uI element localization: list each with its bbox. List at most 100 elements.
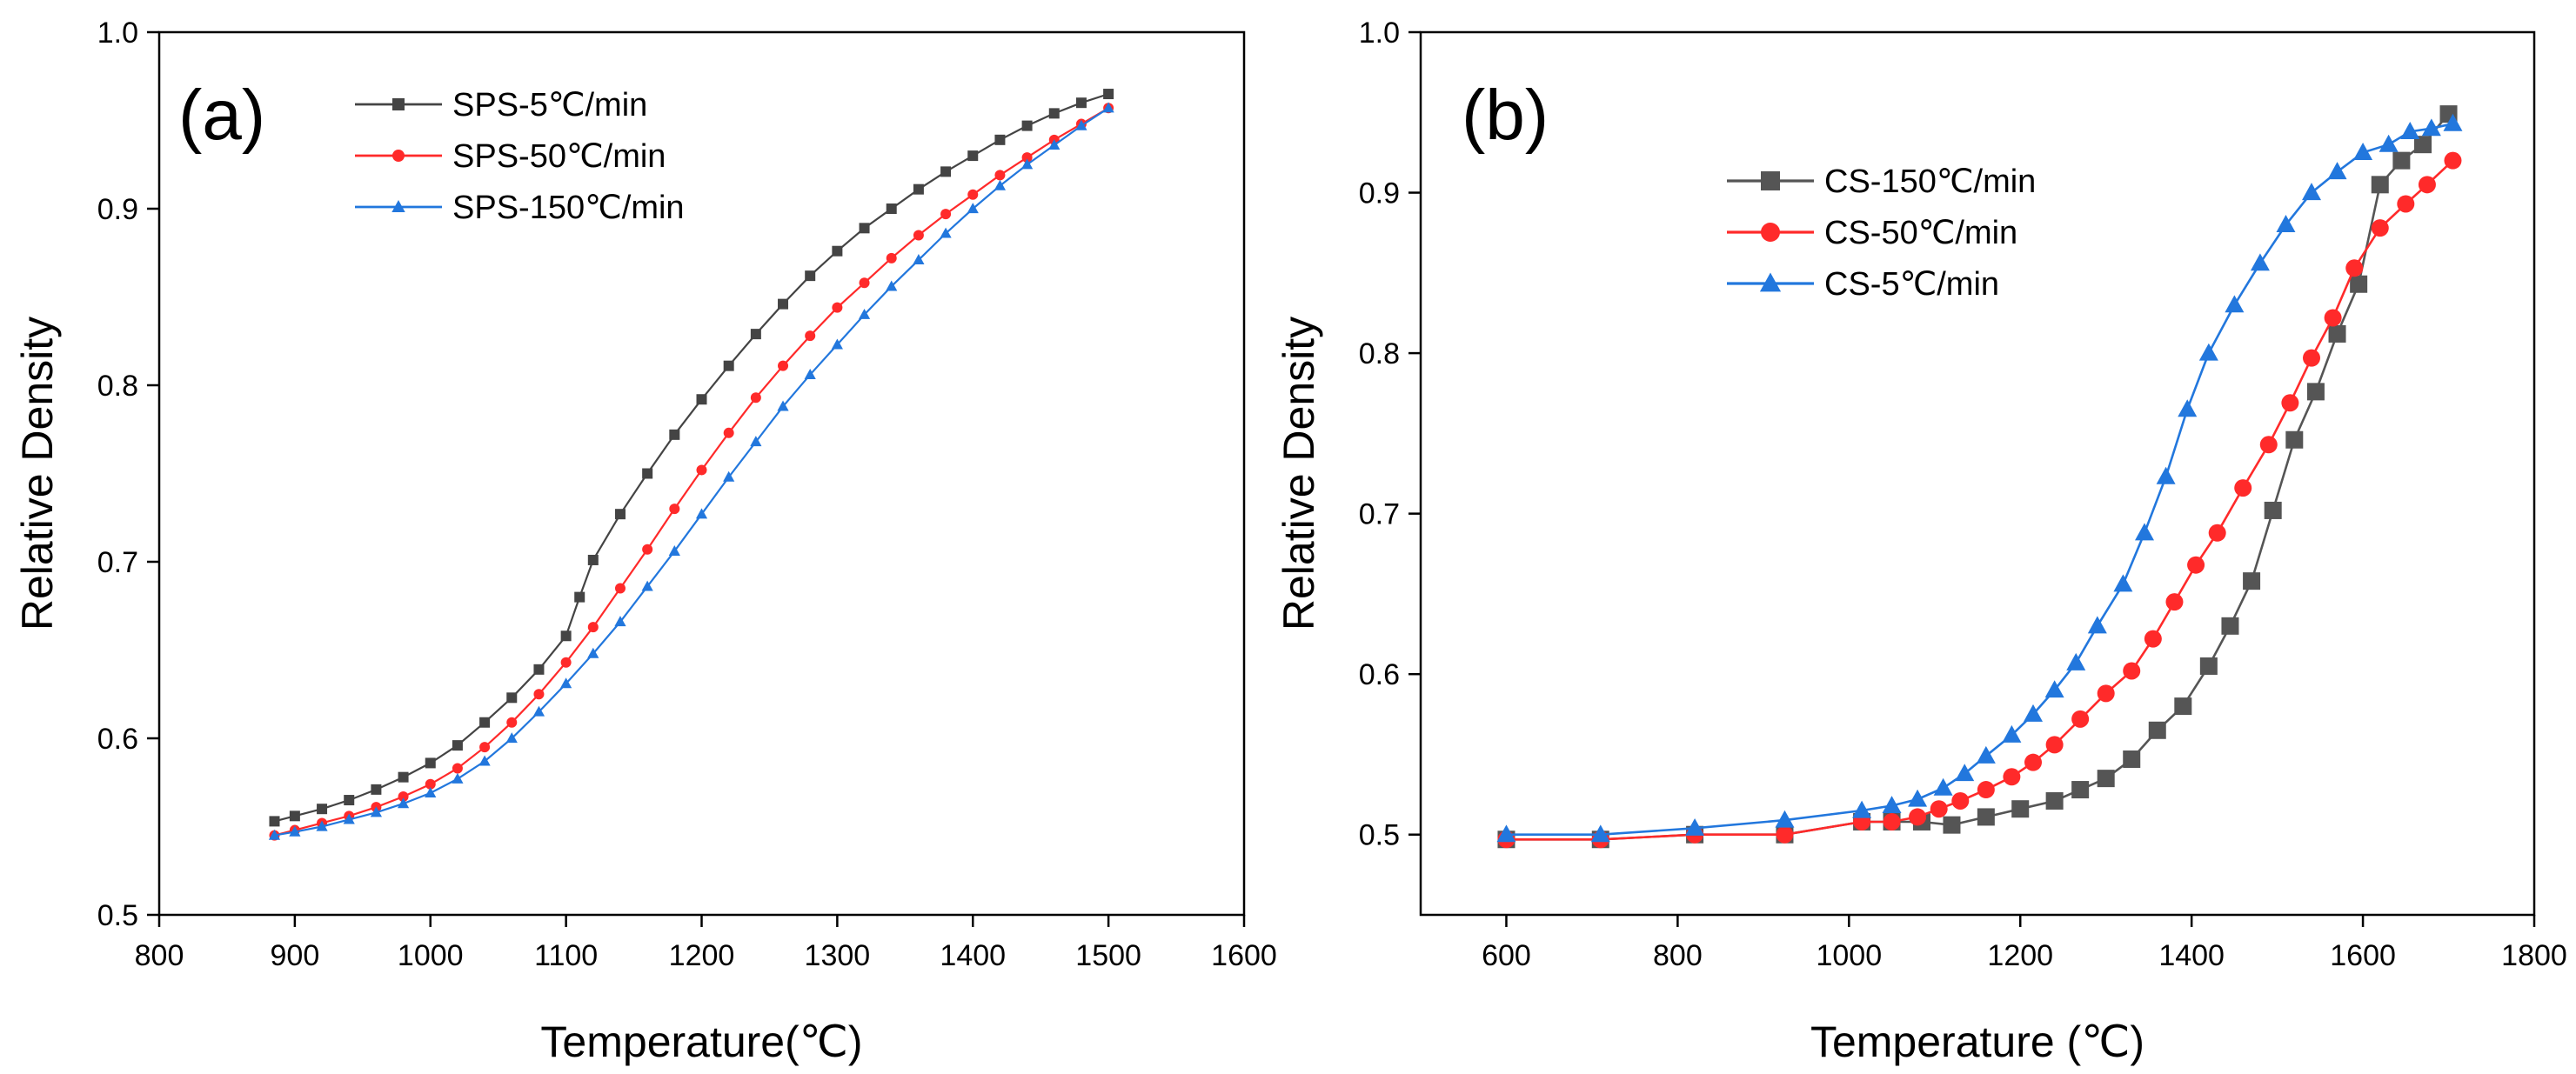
legend-entry: SPS-5℃/min [452,87,647,123]
data-point [1103,89,1114,100]
data-point [398,771,409,783]
x-axis-title: Temperature (℃) [1810,1017,2144,1066]
data-point [2303,349,2320,367]
legend-entry: CS-5℃/min [1824,266,1999,303]
x-tick-label: 1000 [1816,939,1882,972]
series-line [274,107,1109,837]
legend-entry: CS-150℃/min [1824,163,2036,200]
data-point [2379,134,2399,152]
x-tick-label: 1400 [940,939,1006,972]
data-point [2045,736,2064,754]
data-point [2113,574,2133,592]
data-point [994,170,1006,181]
data-point [614,583,626,594]
data-point [425,757,436,769]
series-line [1506,159,2454,841]
data-point [614,509,626,520]
data-point [2250,253,2270,271]
data-point [994,179,1007,190]
data-point [778,360,789,371]
data-point [777,400,789,411]
legend-marker [1759,272,1782,292]
data-point [1955,764,1975,782]
data-point [2225,295,2245,313]
data-point [994,134,1006,145]
data-point [2178,399,2198,417]
data-point [2302,183,2321,201]
data-point [268,829,281,840]
data-point [1943,816,1961,834]
data-point [425,778,436,790]
y-tick-label: 0.7 [97,546,138,579]
x-tick-label: 1400 [2158,939,2225,972]
data-point [1883,812,1901,831]
data-point [1021,158,1034,170]
x-axis-title: Temperature(℃) [540,1017,862,1066]
x-tick-label: 1000 [398,939,464,972]
series-b-2 [1496,113,2463,843]
data-point [425,787,437,798]
data-point [2144,630,2162,648]
data-point [2328,324,2346,343]
data-point [2414,136,2432,154]
legend-marker [392,98,405,110]
data-point [574,591,585,603]
data-point [778,298,789,310]
legend-marker [1761,223,1780,242]
data-point [2353,143,2373,160]
data-point [452,772,464,784]
data-point [668,544,680,556]
data-point [2071,781,2090,799]
data-point [1976,745,1996,764]
legend-marker [1761,171,1780,190]
x-tick-label: 900 [271,939,320,972]
data-point [479,717,491,728]
y-tick-label: 1.0 [97,17,138,50]
data-point [723,470,735,482]
x-tick-label: 600 [1482,939,1531,972]
data-point [1909,808,1927,826]
data-point [669,504,680,515]
data-point [316,820,328,831]
data-point [1048,108,1060,119]
y-tick-label: 0.6 [97,723,138,756]
data-point [2148,721,2166,739]
data-point [913,183,924,195]
y-tick-label: 0.8 [1359,337,1400,370]
data-point [2243,572,2261,590]
data-point [913,254,925,264]
data-point [1933,777,1953,796]
data-point [886,252,897,263]
data-point [2187,556,2205,574]
data-point [1908,789,1928,807]
data-point [533,664,545,675]
data-point [695,508,708,519]
data-point [2306,383,2325,401]
data-point [1775,810,1795,828]
x-tick-label: 800 [1653,939,1703,972]
data-point [750,329,761,340]
legend-marker [392,150,405,162]
data-point [2087,616,2107,634]
data-point [913,230,924,241]
data-point [2156,466,2176,484]
data-point [696,464,707,476]
data-point [479,742,491,753]
data-point [2208,524,2226,542]
data-point [1075,97,1087,109]
data-point [269,816,280,827]
data-point [1930,800,1948,818]
y-tick-label: 1.0 [1359,17,1400,50]
data-point [2444,151,2462,170]
data-point [859,223,870,234]
data-point [2123,662,2141,680]
data-point [805,270,816,282]
data-point [859,277,870,289]
data-point [940,209,952,220]
panel-label: (b) [1462,76,1549,155]
data-point [886,280,898,291]
data-point [940,227,952,238]
y-axis-title: Relative Density [1275,317,1323,630]
data-point [1852,800,1872,818]
data-point [1021,120,1033,131]
